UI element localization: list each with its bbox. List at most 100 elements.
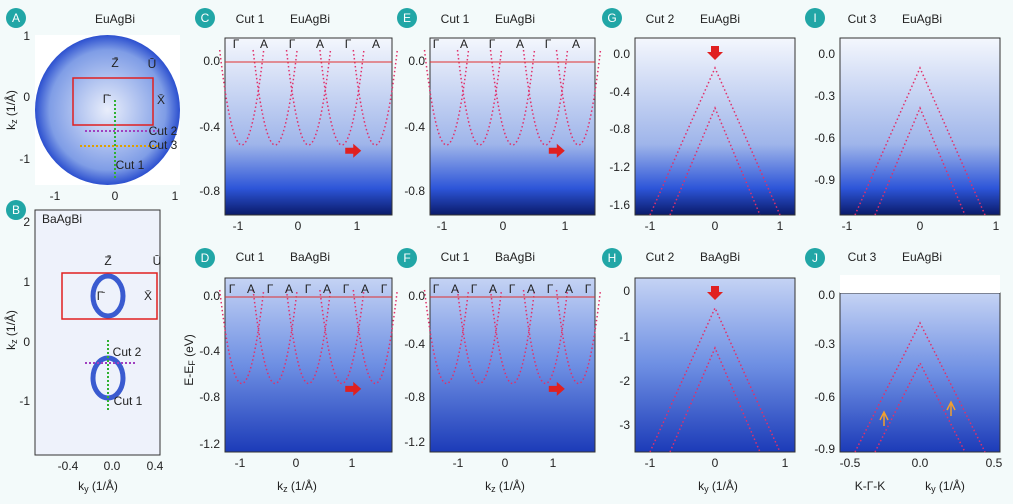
badge-circle (6, 200, 26, 220)
x-tick-label: 0.0 (104, 459, 121, 473)
x-tick-label: 1 (354, 219, 361, 233)
badge-circle (6, 8, 26, 28)
cut-label: Cut 1 (236, 250, 265, 264)
arrow (946, 400, 956, 416)
cut-label: Cut 3 (848, 250, 877, 264)
spectrum (839, 292, 1001, 453)
cut-label: Cut 1 (236, 12, 265, 26)
badge: G (602, 8, 622, 28)
x-tick-label: 1 (550, 456, 557, 470)
symmetry-label: Γ (509, 282, 516, 296)
badge-letter: G (607, 11, 616, 25)
symmetry-label: Γ (343, 282, 350, 296)
y-tick-label: -0.4 (199, 344, 220, 358)
badge: J (805, 248, 825, 268)
y-tick-label: -1.2 (609, 160, 630, 174)
symmetry-label: A (572, 37, 580, 51)
annotation: Cut 2 (149, 124, 178, 138)
x-tick-label: 0 (112, 189, 119, 203)
y-tick-label: 2 (23, 215, 30, 229)
symmetry-label: Γ (289, 37, 296, 51)
axis-label-part: z (283, 484, 288, 494)
band-fit (874, 106, 966, 216)
symmetry-label: A (285, 282, 293, 296)
badge-letter: B (12, 203, 20, 217)
x-tick-label: 0 (712, 456, 719, 470)
annotation: Ū (148, 57, 157, 71)
x-tick-label: -1 (437, 219, 448, 233)
x-tick-label: -1 (645, 219, 656, 233)
badge-circle (397, 248, 417, 268)
cut-label: Cut 2 (646, 12, 675, 26)
axis-label-part: z (491, 484, 496, 494)
axis-label-part: k (698, 479, 705, 493)
axis-label-part: k (277, 479, 284, 493)
symmetry-label: A (565, 282, 573, 296)
y-tick-label: 1 (23, 275, 30, 289)
y-tick-label: -1.6 (609, 198, 630, 212)
y-tick-label: 0.0 (818, 288, 835, 302)
symmetry-label: Γ (267, 282, 274, 296)
badge-letter: D (201, 251, 210, 265)
spectrum (839, 37, 1001, 216)
annotation: Cut 3 (149, 138, 178, 152)
symmetry-label: Γ (233, 37, 240, 51)
cut-label: Cut 2 (646, 250, 675, 264)
y-tick-label: -0.9 (814, 173, 835, 187)
map-bg (34, 209, 161, 456)
symmetry-label: A (489, 282, 497, 296)
y-tick-label: -0.9 (814, 442, 835, 456)
annotation: BaAgBi (42, 212, 82, 226)
axis-label: E-EF (eV) (182, 334, 197, 386)
spectrum (634, 277, 796, 453)
axis-label-part: k (78, 479, 85, 493)
x-tick-label: 1 (562, 219, 569, 233)
symmetry-label: Γ (345, 37, 352, 51)
y-tick-label: -0.8 (404, 184, 425, 198)
badge-circle (397, 8, 417, 28)
annotation: Z̄ (111, 56, 118, 70)
axis-label-part: y (931, 484, 936, 494)
panel-title: EuAgBi (95, 12, 135, 26)
symmetry-label: Γ (433, 37, 440, 51)
band-fit (669, 106, 761, 216)
badge-circle (805, 8, 825, 28)
y-tick-label: 0.0 (203, 289, 220, 303)
y-tick-label: 0.0 (408, 54, 425, 68)
panel-title: EuAgBi (902, 12, 942, 26)
axis-label-part: (eV) (182, 334, 196, 360)
y-tick-label: -0.8 (609, 122, 630, 136)
x-tick-label: 0.5 (986, 456, 1003, 470)
panel-title: EuAgBi (495, 12, 535, 26)
axis-label: kz (1/Å) (3, 310, 19, 350)
axis-label-part: k (925, 479, 932, 493)
symmetry-label: A (247, 282, 255, 296)
annotation: Γ̄ (103, 92, 112, 106)
badge: H (602, 248, 622, 268)
y-tick-label: 0.0 (203, 54, 220, 68)
symmetry-label: Γ (585, 282, 592, 296)
badge: A (6, 8, 26, 28)
spectrum (429, 277, 596, 453)
symmetry-label: Γ (545, 37, 552, 51)
y-tick-label: -0.6 (814, 390, 835, 404)
axis-label-part: (1/Å) (709, 478, 738, 493)
axis-label-part: E-E (182, 366, 196, 386)
y-tick-label: -1.2 (404, 435, 425, 449)
badge-letter: H (608, 251, 617, 265)
x-tick-label: -1 (235, 456, 246, 470)
x-tick-label: 1 (349, 456, 356, 470)
x-tick-label: -1 (645, 456, 656, 470)
y-tick-label: -2 (619, 374, 630, 388)
y-tick-label: 1 (23, 29, 30, 43)
x-tick-label: 1 (993, 219, 1000, 233)
annotation: Ū (153, 254, 162, 268)
axis-label: K-Γ-K (855, 479, 886, 493)
band-fit (649, 66, 781, 216)
y-tick-label: -0.3 (814, 337, 835, 351)
arrow (879, 410, 889, 426)
axis-label-part: (1/Å) (89, 478, 118, 493)
y-tick-label: -0.8 (404, 390, 425, 404)
arrow (345, 381, 362, 396)
annotation: X̄ (157, 93, 165, 107)
